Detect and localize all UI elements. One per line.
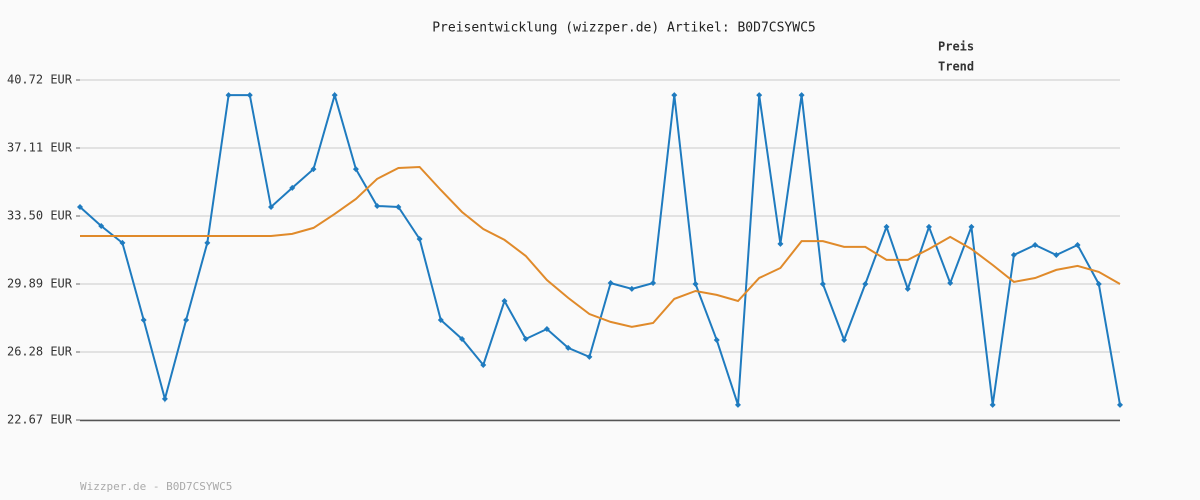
point-marker — [140, 316, 147, 323]
point-marker — [119, 239, 126, 246]
y-tick-label: 37.11 EUR — [7, 141, 73, 155]
point-marker — [1074, 242, 1081, 249]
point-marker — [289, 184, 296, 191]
legend-label: Preis — [938, 40, 974, 54]
point-marker — [819, 281, 826, 287]
point-marker — [416, 235, 423, 242]
point-marker — [650, 280, 657, 287]
y-tick-label: 40.72 EUR — [7, 73, 73, 87]
point-marker — [671, 92, 678, 99]
point-marker — [395, 203, 402, 210]
point-marker — [925, 223, 932, 230]
point-marker — [268, 203, 275, 210]
chart-title: Preisentwicklung (wizzper.de) Artikel: B… — [432, 21, 816, 36]
point-marker — [437, 316, 444, 323]
point-marker — [565, 344, 572, 351]
point-marker — [161, 395, 168, 402]
footer: Wizzper.de - B0D7CSYWC5 — [80, 480, 232, 493]
point-marker — [352, 166, 359, 173]
point-marker — [777, 240, 784, 247]
point-marker — [607, 280, 614, 287]
point-marker — [904, 285, 911, 292]
series-line — [80, 165, 1121, 328]
point-marker — [246, 92, 253, 99]
point-marker — [522, 336, 529, 343]
point-marker — [183, 316, 190, 323]
point-marker — [225, 92, 232, 99]
point-marker — [1010, 251, 1017, 258]
point-marker — [947, 280, 954, 287]
point-marker — [331, 92, 338, 99]
legend-label: Trend — [938, 60, 974, 74]
y-tick-label: 33.50 EUR — [7, 209, 73, 223]
point-marker — [1095, 281, 1102, 287]
point-marker — [1032, 242, 1039, 249]
point-marker — [968, 223, 975, 230]
point-marker — [204, 239, 211, 246]
point-marker — [310, 166, 317, 173]
point-marker — [841, 336, 848, 343]
point-marker — [98, 222, 105, 229]
point-marker — [713, 336, 720, 343]
point-marker — [586, 353, 593, 360]
point-marker — [480, 361, 487, 368]
point-marker — [862, 281, 869, 287]
point-marker — [692, 281, 699, 287]
point-marker — [77, 203, 83, 210]
point-marker — [756, 92, 763, 99]
point-marker — [501, 297, 508, 304]
series-line — [79, 91, 1121, 406]
point-marker — [374, 203, 381, 210]
point-marker — [798, 92, 805, 99]
point-marker — [734, 401, 741, 408]
y-tick-label: 22.67 EUR — [7, 413, 73, 427]
point-marker — [989, 401, 996, 408]
y-tick-label: 29.89 EUR — [7, 277, 73, 291]
y-tick-label: 26.28 EUR — [7, 345, 73, 359]
point-marker — [1053, 251, 1060, 258]
point-marker — [459, 336, 466, 343]
point-marker — [1117, 401, 1123, 408]
point-marker — [883, 223, 890, 230]
point-marker — [628, 285, 635, 292]
point-marker — [543, 326, 550, 333]
